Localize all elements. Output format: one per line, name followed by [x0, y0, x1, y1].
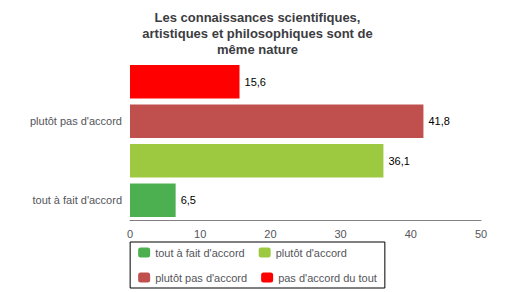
svg-text:41,8: 41,8	[428, 115, 449, 127]
svg-text:tout à fait d'accord: tout à fait d'accord	[32, 194, 122, 206]
svg-text:20: 20	[264, 228, 276, 240]
svg-text:plutôt d'accord: plutôt d'accord	[276, 247, 347, 259]
svg-text:40: 40	[405, 228, 417, 240]
svg-text:0: 0	[127, 228, 133, 240]
svg-text:50: 50	[475, 228, 487, 240]
svg-text:tout à fait d'accord: tout à fait d'accord	[155, 247, 245, 259]
svg-text:même nature: même nature	[217, 42, 298, 57]
svg-text:plutôt pas d'accord: plutôt pas d'accord	[155, 272, 247, 284]
svg-text:6,5: 6,5	[181, 194, 196, 206]
svg-text:15,6: 15,6	[245, 76, 266, 88]
svg-text:30: 30	[334, 228, 346, 240]
svg-text:pas d'accord du tout: pas d'accord du tout	[278, 272, 377, 284]
svg-text:10: 10	[194, 228, 206, 240]
svg-text:Les connaissances scientifique: Les connaissances scientifiques,	[155, 10, 361, 25]
svg-text:36,1: 36,1	[388, 155, 409, 167]
svg-text:artistiques et philosophiques: artistiques et philosophiques sont de	[142, 26, 372, 41]
svg-text:plutôt pas d'accord: plutôt pas d'accord	[30, 115, 122, 127]
